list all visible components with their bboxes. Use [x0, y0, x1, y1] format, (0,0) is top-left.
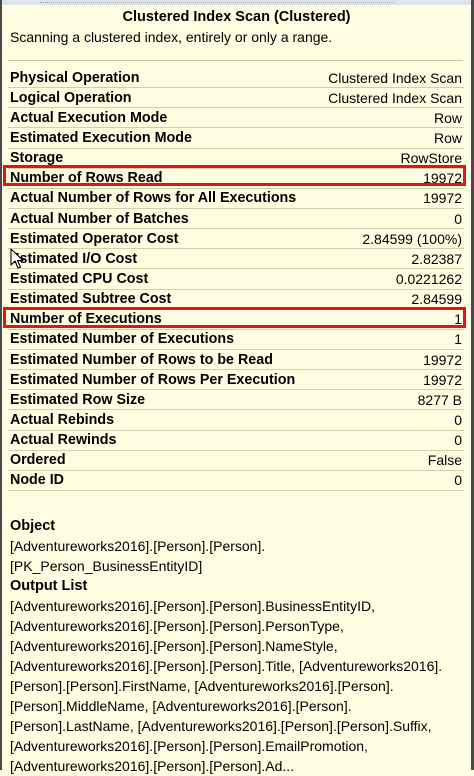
property-label: Estimated Operator Cost: [10, 230, 179, 247]
mouse-pointer-icon: [10, 248, 24, 269]
property-label: Number of Rows Read: [10, 170, 163, 187]
output-list-heading: Output List: [10, 578, 88, 594]
property-label: Estimated Row Size: [10, 391, 146, 408]
object-section: Object [Adventureworks2016].[Person].[Pe…: [10, 516, 465, 576]
property-label: Actual Rebinds: [10, 411, 115, 428]
property-row-estimated-rows-to-be-read: Estimated Number of Rows to be Read 19972: [8, 350, 464, 371]
property-label: Estimated Subtree Cost: [10, 291, 172, 308]
property-value: Clustered Index Scan: [328, 69, 462, 86]
property-value: 0: [454, 411, 462, 428]
property-row-estimated-rows-per-execution: Estimated Number of Rows Per Execution 19…: [8, 370, 464, 391]
property-value: 19972: [423, 371, 462, 388]
property-value: RowStore: [400, 150, 462, 167]
output-list-line: [Adventureworks2016].[Person].[Person].N…: [10, 638, 338, 654]
property-row-estimated-number-of-executions: Estimated Number of Executions 1: [8, 330, 464, 350]
property-row-estimated-operator-cost: Estimated Operator Cost 2.84599 (100%): [8, 229, 464, 250]
property-value: Clustered Index Scan: [328, 89, 462, 106]
output-list-line: [Adventureworks2016].[Person].[Person].A…: [10, 758, 295, 774]
property-row-estimated-io-cost: Estimated I/O Cost 2.82387: [8, 249, 464, 270]
output-list-line: [Person].[Person].FirstName, [Adventurew…: [10, 678, 394, 694]
property-value: 2.84599: [411, 291, 462, 308]
property-row-estimated-execution-mode: Estimated Execution Mode Row: [8, 128, 464, 149]
property-list: Physical Operation Clustered Index Scan L…: [8, 68, 464, 491]
property-value: Row: [433, 129, 462, 146]
output-list-line: [Adventureworks2016].[Person].[Person].T…: [10, 658, 443, 674]
window-left-edge: [0, 0, 2, 770]
window-right-edge: [471, 0, 474, 770]
property-value: 0: [454, 472, 462, 489]
output-list-line: [Adventureworks2016].[Person].[Person].P…: [10, 618, 344, 634]
output-list-line: [Person].MiddleName, [Adventureworks2016…: [10, 698, 352, 714]
property-row-number-of-rows-read: Number of Rows Read 19972: [8, 169, 464, 189]
property-label: Logical Operation: [10, 89, 132, 106]
property-row-estimated-subtree-cost: Estimated Subtree Cost 2.84599: [8, 290, 464, 310]
property-row-estimated-cpu-cost: Estimated CPU Cost 0.0221262: [8, 269, 464, 290]
object-heading: Object: [10, 518, 56, 534]
property-row-physical-operation: Physical Operation Clustered Index Scan: [8, 68, 464, 89]
property-value: 19972: [423, 351, 462, 368]
property-label: Estimated Number of Rows Per Execution: [10, 371, 296, 388]
property-label: Actual Number of Batches: [10, 210, 189, 227]
property-value: 0: [454, 210, 462, 227]
property-label: Estimated I/O Cost: [10, 250, 138, 267]
property-row-actual-rebinds: Actual Rebinds 0: [8, 410, 464, 431]
tooltip-description: Scanning a clustered index, entirely or …: [10, 29, 333, 45]
tooltip-title: Clustered Index Scan (Clustered): [122, 9, 351, 25]
property-label: Actual Rewinds: [10, 432, 117, 449]
property-row-ordered: Ordered False: [8, 451, 464, 471]
output-list-line: [Adventureworks2016].[Person].[Person].E…: [10, 738, 368, 754]
property-value: 8277 B: [417, 391, 462, 408]
property-value: False: [427, 452, 462, 469]
property-value: 2.82387: [411, 250, 462, 267]
tooltip-separator: [8, 60, 463, 61]
property-label: Actual Execution Mode: [10, 109, 168, 126]
property-value: 19972: [423, 170, 462, 187]
output-list-line: [Person].LastName, [Adventureworks2016].…: [10, 718, 432, 734]
property-row-actual-number-of-batches: Actual Number of Batches 0: [8, 209, 464, 230]
object-line: [PK_Person_BusinessEntityID]: [10, 558, 203, 574]
property-label: Estimated Number of Executions: [10, 331, 235, 348]
property-label: Node ID: [10, 472, 65, 489]
property-value: 1: [454, 331, 462, 348]
property-row-estimated-row-size: Estimated Row Size 8277 B: [8, 390, 464, 411]
property-value: 0.0221262: [395, 270, 462, 287]
property-label: Actual Number of Rows for All Executions: [10, 190, 297, 207]
property-row-actual-rows-all-executions: Actual Number of Rows for All Executions…: [8, 189, 464, 209]
property-label: Estimated Execution Mode: [10, 129, 192, 146]
property-label: Number of Executions: [10, 311, 162, 328]
property-row-storage: Storage RowStore: [8, 149, 464, 169]
property-row-node-id: Node ID 0: [8, 471, 464, 491]
background-window-strip: [0, 0, 474, 7]
property-label: Ordered: [10, 452, 66, 469]
property-label: Physical Operation: [10, 69, 140, 86]
property-row-logical-operation: Logical Operation Clustered Index Scan: [8, 88, 464, 109]
property-value: 0: [454, 432, 462, 449]
property-label: Storage: [10, 150, 64, 167]
execution-plan-tooltip: Clustered Index Scan (Clustered) Scannin…: [2, 5, 471, 774]
property-row-actual-rewinds: Actual Rewinds 0: [8, 431, 464, 451]
property-value: 1: [454, 311, 462, 328]
output-list-section: Output List [Adventureworks2016].[Person…: [10, 576, 465, 776]
property-value: 19972: [423, 190, 462, 207]
output-list-line: [Adventureworks2016].[Person].[Person].B…: [10, 598, 375, 614]
property-value: 2.84599 (100%): [362, 230, 462, 247]
property-label: Estimated Number of Rows to be Read: [10, 351, 273, 368]
property-row-number-of-executions: Number of Executions 1: [8, 310, 464, 330]
property-row-actual-execution-mode: Actual Execution Mode Row: [8, 108, 464, 129]
property-value: Row: [433, 109, 462, 126]
object-line: [Adventureworks2016].[Person].[Person].: [10, 538, 266, 554]
property-label: Estimated CPU Cost: [10, 270, 149, 287]
